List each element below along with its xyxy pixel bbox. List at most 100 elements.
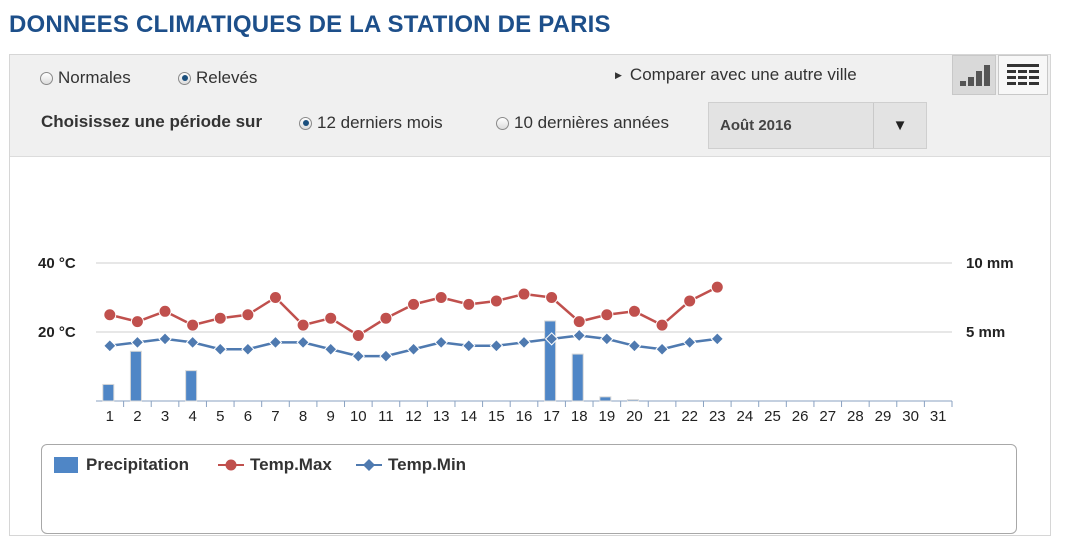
temp-min-point[interactable]	[406, 342, 421, 356]
temp-min-point[interactable]	[627, 339, 642, 353]
month-select[interactable]: Août 2016 ▼	[708, 102, 927, 149]
x-tick-label: 21	[654, 408, 671, 425]
legend-precipitation[interactable]: Precipitation	[54, 455, 189, 475]
radio-12-months-dot[interactable]	[299, 116, 312, 130]
precipitation-bar[interactable]	[599, 396, 612, 402]
precipitation-bar[interactable]	[571, 353, 584, 402]
radio-normales-dot[interactable]	[40, 71, 53, 85]
temp-max-point[interactable]	[683, 294, 697, 308]
temp-max-point[interactable]	[241, 308, 255, 322]
precipitation-bar[interactable]	[544, 320, 557, 402]
temp-min-point[interactable]	[489, 339, 504, 353]
temp-min-point[interactable]	[434, 335, 448, 350]
temp-max-point[interactable]	[710, 280, 724, 294]
x-tick-label: 24	[737, 408, 754, 425]
radio-releves-dot[interactable]	[178, 71, 191, 85]
x-tick-label: 23	[709, 408, 726, 425]
x-tick-label: 11	[378, 408, 394, 425]
temp-max-point[interactable]	[407, 297, 421, 311]
legend-circle-marker-icon	[218, 459, 244, 471]
temp-min-point[interactable]	[544, 332, 559, 346]
controls-bar: Normales Relevés ▶ Comparer avec une aut…	[10, 55, 1050, 157]
x-tick-label: 27	[819, 408, 836, 425]
temp-max-point[interactable]	[103, 308, 117, 322]
dropdown-arrow-icon[interactable]: ▼	[873, 103, 926, 148]
chart-view-button[interactable]	[952, 55, 996, 95]
temp-max-point[interactable]	[489, 294, 503, 308]
temp-max-point[interactable]	[655, 318, 669, 332]
bar-chart-icon	[960, 65, 990, 86]
x-tick-label: 25	[764, 408, 781, 425]
precipitation-bar[interactable]	[626, 399, 639, 402]
temp-max-point[interactable]	[379, 311, 393, 325]
x-tick-label: 20	[626, 408, 643, 425]
temp-min-point[interactable]	[130, 335, 145, 350]
radio-12-months[interactable]: 12 derniers mois	[299, 113, 443, 133]
radio-releves[interactable]: Relevés	[178, 68, 257, 88]
temp-max-point[interactable]	[296, 318, 310, 332]
radio-releves-label: Relevés	[196, 68, 258, 87]
temp-max-point[interactable]	[462, 297, 476, 311]
temp-max-point[interactable]	[351, 328, 365, 342]
x-tick-label: 8	[299, 408, 307, 425]
precipitation-bar[interactable]	[129, 350, 142, 402]
x-tick-label: 5	[216, 408, 224, 425]
chart-legend: Precipitation Temp.Max Temp.Min	[41, 444, 1017, 534]
temp-max-point[interactable]	[517, 287, 531, 301]
compare-city-label: Comparer avec une autre ville	[629, 65, 857, 84]
temp-min-point[interactable]	[572, 328, 586, 343]
legend-temp-min[interactable]: Temp.Min	[356, 455, 466, 475]
temp-min-point[interactable]	[710, 332, 724, 346]
temp-max-point[interactable]	[268, 291, 282, 304]
radio-normales[interactable]: Normales	[40, 68, 131, 88]
temp-min-point[interactable]	[379, 349, 393, 363]
temp-min-point[interactable]	[655, 342, 669, 356]
x-tick-label: 1	[106, 408, 114, 425]
x-tick-label: 13	[433, 408, 450, 425]
temp-max-point[interactable]	[545, 291, 559, 304]
triangle-right-icon: ▶	[615, 69, 622, 80]
temp-max-point[interactable]	[627, 304, 641, 318]
temp-min-point[interactable]	[462, 339, 476, 353]
x-tick-label: 31	[930, 408, 947, 425]
temp-max-point[interactable]	[434, 291, 448, 304]
temp-max-point[interactable]	[186, 318, 200, 332]
radio-normales-label: Normales	[58, 68, 131, 87]
x-tick-label: 12	[405, 408, 422, 425]
temp-min-point[interactable]	[268, 335, 283, 350]
temp-min-point[interactable]	[296, 335, 310, 350]
radio-10-years-label: 10 dernières années	[514, 113, 670, 132]
temp-max-point[interactable]	[213, 311, 227, 325]
page-title: DONNEES CLIMATIQUES DE LA STATION DE PAR…	[9, 11, 611, 38]
temp-min-point[interactable]	[241, 342, 255, 356]
temp-min-point[interactable]	[600, 332, 614, 346]
radio-10-years-dot[interactable]	[496, 116, 509, 130]
temp-min-point[interactable]	[213, 342, 227, 356]
temp-max-point[interactable]	[158, 304, 172, 318]
precipitation-bar[interactable]	[102, 383, 115, 402]
temp-min-point[interactable]	[158, 332, 172, 346]
legend-temp-max[interactable]: Temp.Max	[218, 455, 332, 475]
temp-min-point[interactable]	[324, 342, 338, 356]
temp-max-point[interactable]	[324, 311, 338, 325]
x-tick-label: 28	[847, 408, 864, 425]
radio-10-years[interactable]: 10 dernières années	[496, 113, 669, 133]
x-tick-label: 9	[327, 408, 335, 425]
temp-min-point[interactable]	[351, 349, 366, 363]
temp-max-point[interactable]	[130, 315, 144, 329]
temp-min-point[interactable]	[185, 335, 200, 350]
precipitation-bar[interactable]	[185, 370, 198, 402]
temp-min-point[interactable]	[517, 335, 531, 350]
compare-city-link[interactable]: ▶ Comparer avec une autre ville	[615, 65, 857, 85]
x-tick-label: 22	[681, 408, 698, 425]
table-view-button[interactable]	[998, 55, 1048, 95]
x-tick-label: 26	[792, 408, 809, 425]
temp-max-point[interactable]	[600, 308, 614, 322]
x-tick-label: 29	[875, 408, 892, 425]
x-tick-label: 16	[516, 408, 533, 425]
temp-max-point[interactable]	[572, 315, 586, 329]
temp-min-point[interactable]	[103, 339, 117, 353]
x-tick-label: 2	[133, 408, 141, 425]
temp-min-point[interactable]	[682, 335, 697, 350]
